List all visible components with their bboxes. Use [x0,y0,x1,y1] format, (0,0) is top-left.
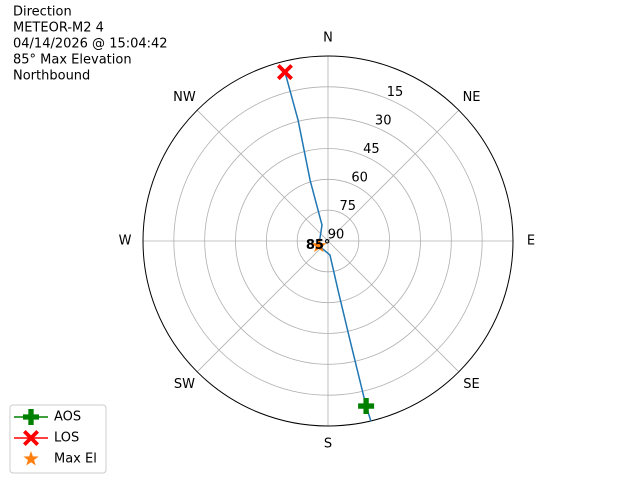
grid-spoke [327,109,460,242]
legend-box [9,404,107,474]
legend: AOS LOS Max El [9,404,107,474]
info-line: 04/14/2026 @ 15:04:42 [13,37,168,52]
theta-tick-label: SW [174,377,195,392]
r-tick-label: 90 [328,228,345,243]
legend-marker [23,409,39,425]
r-tick-label: 15 [387,85,404,100]
track-line [284,71,372,422]
theta-tick-label: NW [173,90,196,105]
legend-marker [23,451,39,466]
legend-label: AOS [54,410,81,425]
annotation: 85° [306,238,331,253]
theta-tick-label: W [119,234,132,249]
marker-plus [358,398,375,415]
info-line: METEOR-M2 4 [13,21,104,36]
grid-spoke [196,109,329,242]
theta-tick-label: NE [463,90,481,105]
r-tick-label: 45 [363,142,380,157]
r-tick-label: 30 [375,114,392,129]
legend-label: LOS [54,431,79,446]
info-line: 85° Max Elevation [13,53,132,68]
polar-frame [142,55,514,427]
grid-spoke [327,240,460,373]
marker-x [276,64,293,81]
theta-tick-label: S [324,437,332,452]
marker-star [311,237,327,253]
legend-label: Max El [54,452,97,467]
info-line: Direction [13,5,72,20]
grid-spoke [196,240,329,373]
theta-tick-label: N [323,31,333,46]
r-tick-label: 60 [351,171,368,186]
legend-marker [23,430,39,446]
r-tick-label: 75 [340,199,357,214]
theta-tick-label: E [527,234,535,249]
info-line: Northbound [13,69,90,84]
theta-tick-label: SE [463,377,479,392]
